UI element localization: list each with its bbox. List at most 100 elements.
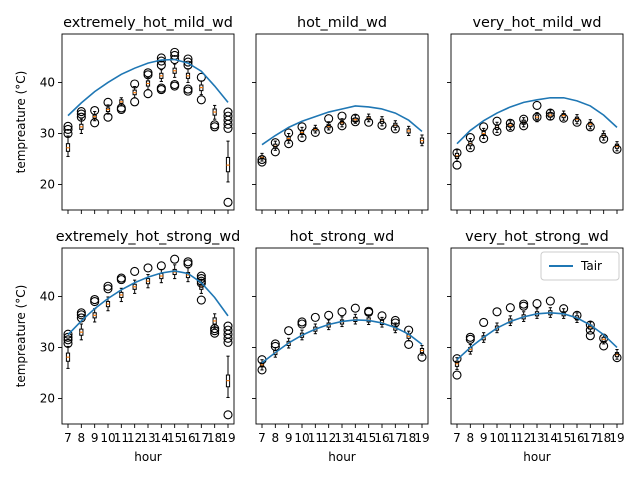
flier-point: [210, 328, 220, 338]
x-tick-label: 14: [348, 431, 363, 445]
x-tick-label: 9: [480, 431, 488, 445]
x-tick-label: 7: [453, 431, 461, 445]
flier-point: [223, 111, 233, 121]
x-tick-label: 11: [308, 431, 323, 445]
panel-frame: [61, 33, 235, 211]
flier-point: [310, 127, 320, 138]
flier-point: [377, 120, 387, 130]
x-tick-label: 9: [285, 431, 293, 445]
flier-point: [612, 144, 622, 154]
box-hour-8: [465, 133, 475, 153]
flier-point: [90, 118, 100, 128]
x-tick-label: 15: [167, 431, 182, 445]
x-tick-label: 13: [334, 431, 349, 445]
flier-point: [63, 332, 73, 342]
flier-point: [572, 117, 582, 127]
flier-point: [63, 128, 73, 139]
flier-point: [465, 332, 475, 342]
flier-point: [505, 118, 515, 128]
flier-point: [143, 263, 153, 273]
flier-point: [143, 68, 153, 78]
box-hour-10: [297, 122, 307, 143]
flier-point: [404, 339, 414, 349]
y-tick-label: 30: [40, 126, 55, 140]
flier-point: [532, 112, 542, 122]
box-hour-12: [130, 266, 140, 294]
flier-point: [310, 312, 320, 322]
flier-point: [170, 254, 180, 264]
panel-extremely-hot-mild-wd: extremely_hot_mild_wd 20 30 40 tempreature (…: [14, 15, 235, 214]
box-hour-16: [183, 257, 193, 283]
flier-point: [270, 339, 280, 349]
flier-point: [257, 365, 267, 375]
box-hour-17: [390, 315, 400, 334]
panel-very-hot-strong-wd: very_hot_strong_wd 7 8 9 1011121314151617181…: [447, 229, 625, 464]
flier-point: [297, 319, 307, 329]
x-axis-label: hour: [328, 450, 356, 464]
x-tick-label: 8: [272, 431, 280, 445]
panel-hot-mild-wd: hot_mild_wd: [252, 15, 429, 214]
x-tick-label: 8: [78, 431, 86, 445]
flier-point: [223, 410, 233, 420]
flier-point: [297, 133, 307, 143]
box-hour-13: [337, 307, 347, 328]
x-tick-label: 18: [207, 431, 222, 445]
flier-point: [585, 320, 595, 330]
box-hour-9: [479, 122, 489, 144]
box-hour-15: [170, 47, 180, 91]
flier-point: [130, 79, 140, 89]
flier-point: [270, 147, 280, 157]
flier-point: [196, 72, 206, 82]
x-tick-label: 7: [64, 431, 72, 445]
flier-point: [337, 307, 347, 317]
x-axis-label: hour: [523, 450, 551, 464]
tair-line: [67, 58, 229, 117]
box-hour-19: [419, 134, 425, 147]
box-hour-17: [390, 120, 400, 134]
flier-point: [417, 352, 427, 362]
x-tick-label: 16: [180, 431, 195, 445]
x-tick-label: 12: [321, 431, 336, 445]
x-tick-label: 19: [609, 431, 624, 445]
box-hour-13: [143, 68, 153, 99]
box-hour-14: [545, 108, 555, 121]
flier-point: [196, 276, 206, 286]
x-tick-label: 9: [91, 431, 99, 445]
box-hour-15: [559, 304, 569, 319]
flier-point: [183, 257, 193, 267]
box-hour-11: [116, 97, 126, 115]
box-hour-7: [257, 152, 267, 167]
flier-point: [479, 134, 489, 144]
y-tick-label: 30: [40, 340, 55, 354]
x-tick-label: 10: [100, 431, 115, 445]
box-hour-13: [532, 299, 542, 319]
x-tick-label: 12: [127, 431, 142, 445]
flier-point: [116, 273, 126, 283]
flier-point: [103, 284, 113, 294]
box-hour-14: [350, 113, 360, 127]
x-tick-label: 18: [401, 431, 416, 445]
x-tick-label: 13: [529, 431, 544, 445]
flier-point: [452, 354, 462, 364]
flier-point: [63, 335, 73, 345]
x-tick-label: 11: [503, 431, 518, 445]
flier-point: [156, 83, 166, 93]
x-tick-label: 16: [374, 431, 389, 445]
flier-point: [492, 126, 502, 136]
tair-line: [456, 311, 618, 361]
box-hour-19: [223, 321, 233, 420]
flier-point: [337, 111, 347, 121]
box-hour-17: [196, 271, 206, 305]
flier-point: [585, 122, 595, 132]
flier-point: [505, 122, 515, 132]
box-hour-19: [417, 344, 427, 362]
x-tick-label: 8: [467, 431, 475, 445]
flier-point: [390, 124, 400, 134]
flier-point: [76, 112, 86, 122]
flier-point: [196, 295, 206, 305]
flier-point: [156, 261, 166, 271]
x-tick-label: 12: [516, 431, 531, 445]
flier-point: [532, 100, 542, 110]
flier-point: [130, 97, 140, 107]
